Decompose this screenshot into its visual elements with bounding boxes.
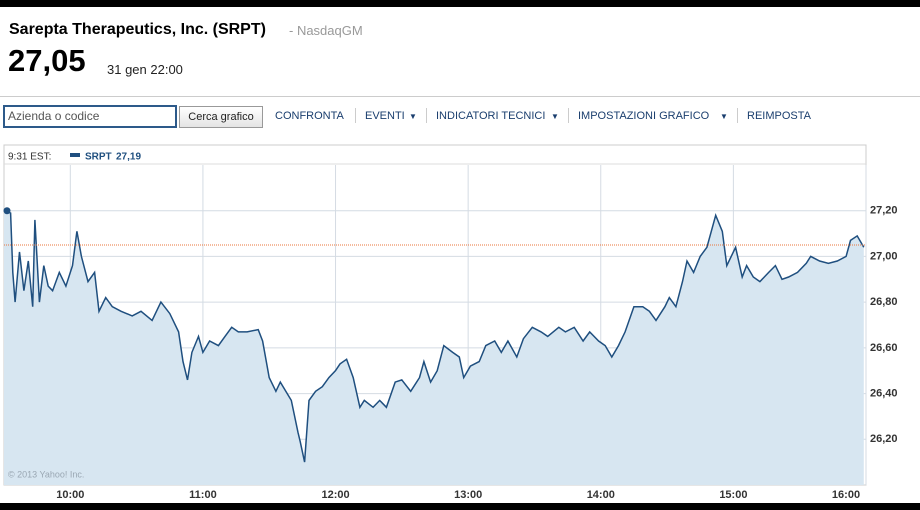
- separator: [0, 96, 920, 97]
- legend-time: 9:31 EST:: [8, 152, 51, 163]
- search-input[interactable]: Azienda o codice: [3, 105, 177, 128]
- divider: [737, 108, 738, 123]
- y-tick-label: 26,20: [870, 433, 898, 445]
- legend-value: 27,19: [116, 152, 141, 163]
- divider: [426, 108, 427, 123]
- x-tick-label: 11:00: [189, 489, 217, 501]
- legend-name: SRPT: [85, 152, 112, 163]
- indicators-link[interactable]: INDICATORI TECNICI: [436, 110, 546, 122]
- y-tick-label: 27,00: [870, 250, 898, 262]
- settings-link[interactable]: IMPOSTAZIONI GRAFICO: [578, 110, 710, 122]
- start-marker: [3, 207, 11, 215]
- dropdown-arrow: ▼: [720, 112, 728, 121]
- x-tick-label: 15:00: [719, 489, 747, 501]
- x-tick-label: 16:00: [832, 489, 860, 501]
- watermark: © 2013 Yahoo! Inc.: [8, 469, 84, 479]
- page: Sarepta Therapeutics, Inc. (SRPT) - Nasd…: [0, 7, 920, 503]
- x-tick-label: 14:00: [587, 489, 615, 501]
- area: [4, 210, 864, 485]
- divider: [568, 108, 569, 123]
- legend-swatch: [70, 153, 80, 157]
- exchange: - NasdaqGM: [289, 23, 363, 38]
- y-tick-label: 26,80: [870, 296, 898, 308]
- y-tick-label: 27,20: [870, 205, 898, 217]
- price-time: 31 gen 22:00: [107, 62, 183, 77]
- dropdown-arrow: ▼: [409, 112, 417, 121]
- dropdown-arrow: ▼: [551, 112, 559, 121]
- compare-link[interactable]: CONFRONTA: [275, 110, 344, 122]
- events-link[interactable]: EVENTI: [365, 110, 405, 122]
- y-tick-label: 26,60: [870, 342, 898, 354]
- x-tick-label: 10:00: [56, 489, 84, 501]
- divider: [355, 108, 356, 123]
- chart: 9:31 EST: SRPT 27,19 26,20 26,40 26,60 26,8…: [3, 144, 898, 501]
- reset-link[interactable]: REIMPOSTA: [747, 110, 811, 122]
- stock-title: Sarepta Therapeutics, Inc. (SRPT): [9, 21, 266, 38]
- x-tick-label: 12:00: [321, 489, 349, 501]
- price-line: [3, 209, 865, 463]
- y-tick-label: 26,40: [870, 387, 898, 399]
- x-tick-label: 13:00: [454, 489, 482, 501]
- price: 27,05: [8, 43, 86, 78]
- search-button[interactable]: Cerca grafico: [179, 106, 263, 128]
